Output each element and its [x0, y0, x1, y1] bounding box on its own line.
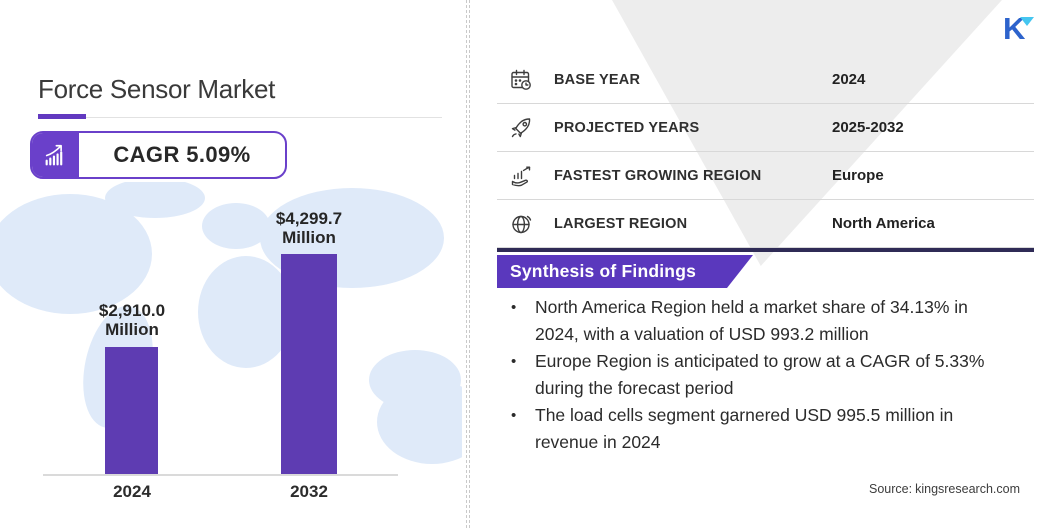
cagr-badge: CAGR 5.09%	[30, 131, 287, 179]
logo-letter: K	[1003, 11, 1026, 46]
kingsresearch-logo: K	[1003, 12, 1039, 48]
bullet-icon: •	[511, 407, 517, 424]
bar-2032-value-label: $4,299.7 Million	[275, 209, 343, 247]
findings-heading: Synthesis of Findings	[510, 261, 697, 281]
fact-label: BASE YEAR	[554, 71, 641, 88]
fact-row-projected-years: PROJECTED YEARS 2025-2032	[497, 104, 1034, 152]
bar-2024	[105, 347, 158, 474]
fact-row-base-year: BASE YEAR 2024	[497, 56, 1034, 104]
title-rule-accent	[38, 114, 86, 119]
rocket-icon	[508, 115, 533, 140]
findings-banner: Synthesis of Findings	[497, 255, 753, 288]
fact-label: PROJECTED YEARS	[554, 119, 700, 136]
finding-item: • North America Region held a market sha…	[505, 294, 1029, 348]
fact-value: 2025-2032	[832, 119, 904, 136]
title-rule	[38, 117, 442, 118]
bullet-icon: •	[511, 299, 517, 316]
finding-item: • Europe Region is anticipated to grow a…	[505, 348, 1029, 402]
finding-item: • The load cells segment garnered USD 99…	[505, 402, 1029, 456]
bar-2032	[281, 254, 337, 474]
bar-2032-category-label: 2032	[290, 482, 328, 501]
fact-value: North America	[832, 215, 935, 232]
key-facts-table: BASE YEAR 2024 PROJECTED YEARS 2025-2032	[497, 56, 1034, 248]
source-value: kingsresearch.com	[915, 482, 1020, 496]
bar-2024-value-label: $2,910.0 Million	[98, 301, 166, 339]
calendar-icon	[508, 67, 533, 92]
chart-axis	[43, 474, 398, 476]
bar-2024-category-label: 2024	[113, 482, 151, 501]
dashed-panel-divider	[466, 0, 470, 528]
fact-value: Europe	[832, 167, 884, 184]
findings-list: • North America Region held a market sha…	[505, 294, 1029, 456]
cagr-value: CAGR 5.09%	[113, 142, 251, 167]
logo-triangle-icon	[1020, 17, 1034, 26]
source-attribution: Source: kingsresearch.com	[866, 482, 1020, 496]
fact-row-fastest-growing-region: FASTEST GROWING REGION Europe	[497, 152, 1034, 200]
source-label: Source:	[869, 482, 913, 496]
growth-trend-icon	[32, 133, 79, 177]
globe-icon	[508, 211, 533, 236]
page-title: Force Sensor Market	[38, 74, 276, 104]
fact-label: FASTEST GROWING REGION	[554, 167, 762, 184]
fact-value: 2024	[832, 71, 866, 88]
growth-region-icon	[508, 163, 533, 188]
findings-top-rule	[497, 248, 1034, 252]
bullet-icon: •	[511, 353, 517, 370]
fact-label: LARGEST REGION	[554, 215, 688, 232]
fact-row-largest-region: LARGEST REGION North America	[497, 200, 1034, 248]
